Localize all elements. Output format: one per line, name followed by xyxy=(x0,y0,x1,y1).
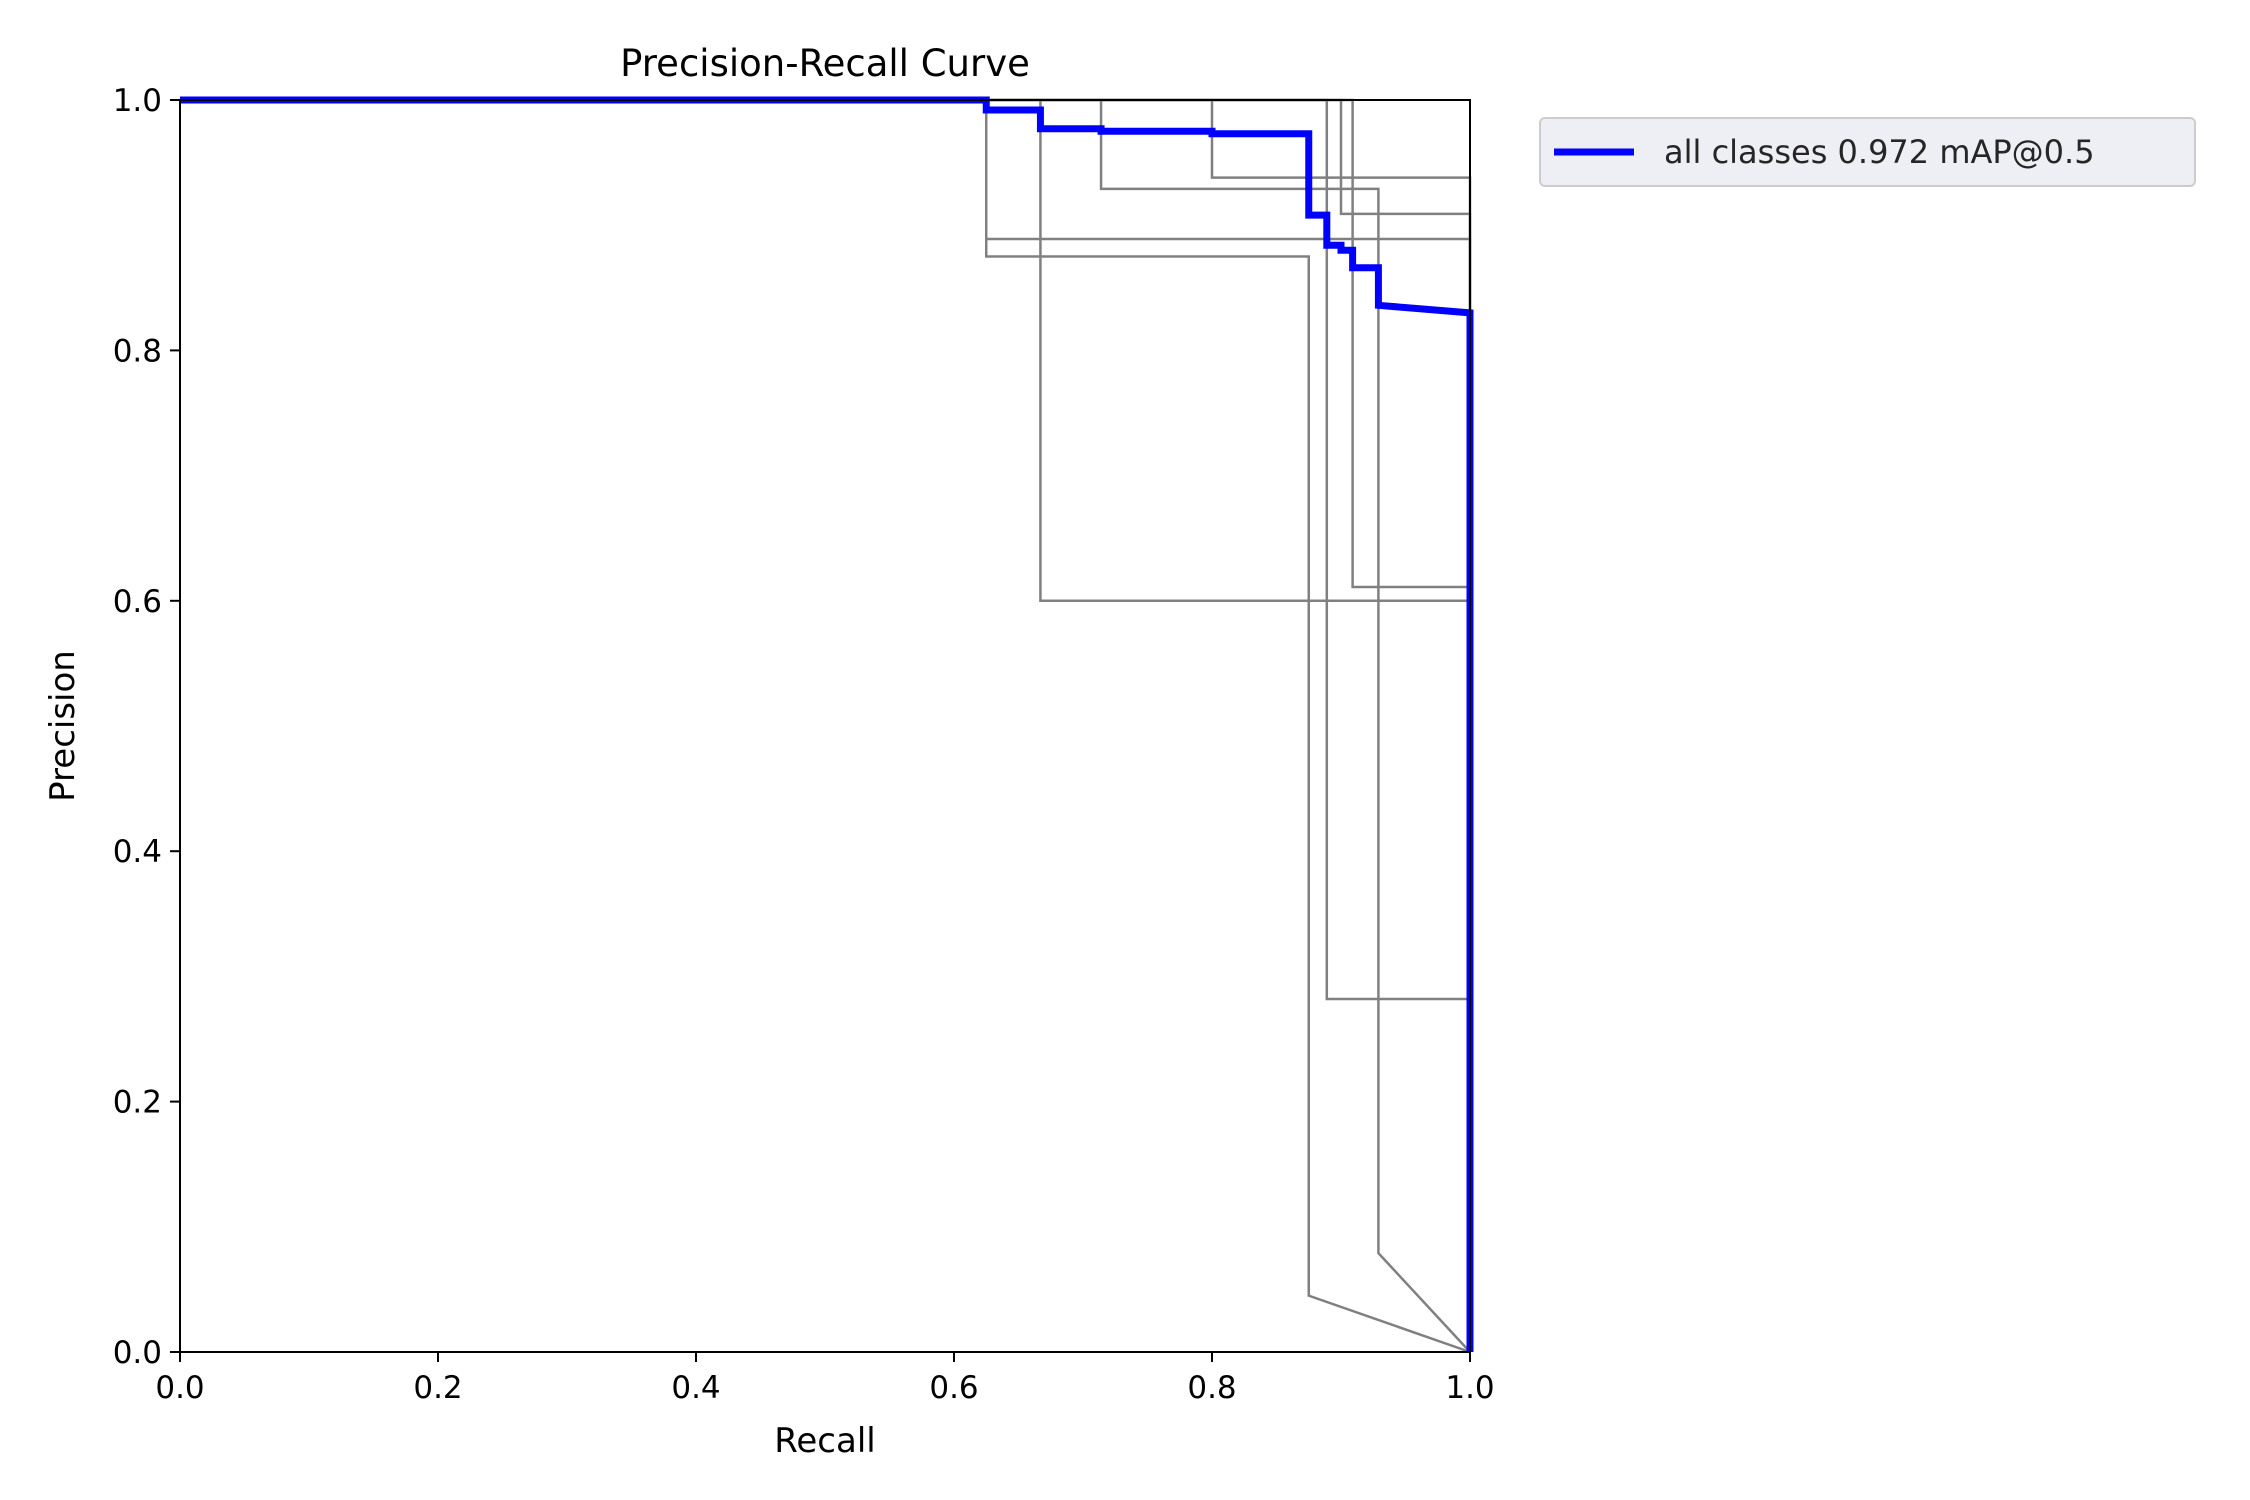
x-tick-label: 0.4 xyxy=(671,1370,720,1406)
y-tick-label: 0.0 xyxy=(113,1335,162,1371)
y-axis-title: Precision xyxy=(43,650,83,802)
x-tick-label: 0.6 xyxy=(929,1370,978,1406)
plot-frame xyxy=(179,99,1471,1353)
series-line-all-classes xyxy=(180,96,1474,1352)
chart-title: Precision-Recall Curve xyxy=(620,42,1030,85)
x-axis-title: Recall xyxy=(774,1421,875,1461)
y-tick-label: 0.4 xyxy=(113,834,162,870)
y-tick-label: 0.8 xyxy=(113,333,162,369)
x-tick-label: 0.0 xyxy=(155,1370,204,1406)
x-axis-ticks: 0.0 0.2 0.4 0.6 0.8 1.0 xyxy=(155,1352,1495,1406)
legend-label: all classes 0.972 mAP@0.5 xyxy=(1664,133,2095,171)
y-axis-ticks: 0.0 0.2 0.4 0.6 0.8 1.0 xyxy=(113,83,180,1371)
y-tick-label: 0.6 xyxy=(113,584,162,620)
x-tick-label: 1.0 xyxy=(1445,1370,1494,1406)
x-tick-label: 0.8 xyxy=(1187,1370,1236,1406)
legend: all classes 0.972 mAP@0.5 xyxy=(1539,117,2196,187)
axes xyxy=(179,99,1471,1353)
legend-box xyxy=(1539,117,2196,187)
x-tick-label: 0.2 xyxy=(413,1370,462,1406)
y-tick-label: 1.0 xyxy=(113,83,162,119)
y-tick-label: 0.2 xyxy=(113,1085,162,1121)
